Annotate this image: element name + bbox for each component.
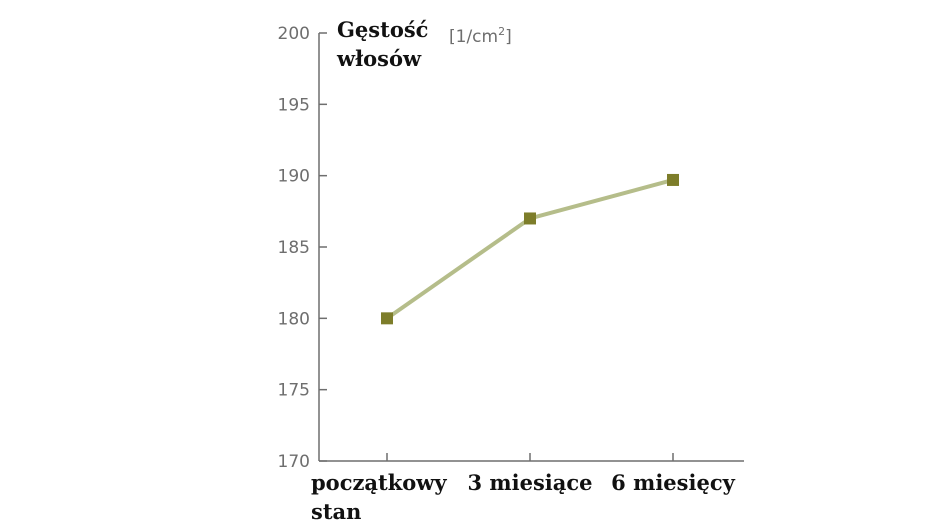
series-group [381, 173, 679, 325]
data-point-2 [667, 173, 679, 186]
y-tick-label-195: 195 [278, 95, 310, 115]
x-category-label-1: 3 miesiące [467, 470, 592, 495]
y-axis-label-line-2: włosów [336, 46, 422, 71]
unit-close: ] [505, 27, 512, 47]
y-axis-label-line-1: Gęstość [337, 17, 428, 42]
y-axis: 170 175 180 185 190 195 200 [278, 24, 327, 472]
x-axis: początkowy stan 3 miesiące 6 miesięcy [311, 453, 744, 524]
unit-text: [1/cm [449, 27, 498, 47]
x-category-label-2: 6 miesięcy [611, 470, 735, 495]
y-axis-unit: [1/cm2] [449, 25, 512, 47]
data-point-0 [381, 312, 393, 325]
y-tick-label-190: 190 [278, 167, 310, 187]
y-tick-label-170: 170 [278, 452, 310, 472]
y-tick-label-180: 180 [278, 309, 310, 329]
unit-superscript: 2 [498, 25, 505, 38]
series-line [385, 178, 674, 320]
y-tick-label-200: 200 [278, 24, 310, 44]
x-category-label-0: początkowy [311, 470, 447, 495]
x-category-label-0-line-2: stan [311, 499, 361, 524]
y-tick-label-175: 175 [278, 381, 310, 401]
y-tick-label-185: 185 [278, 238, 310, 258]
data-point-1 [524, 212, 536, 225]
